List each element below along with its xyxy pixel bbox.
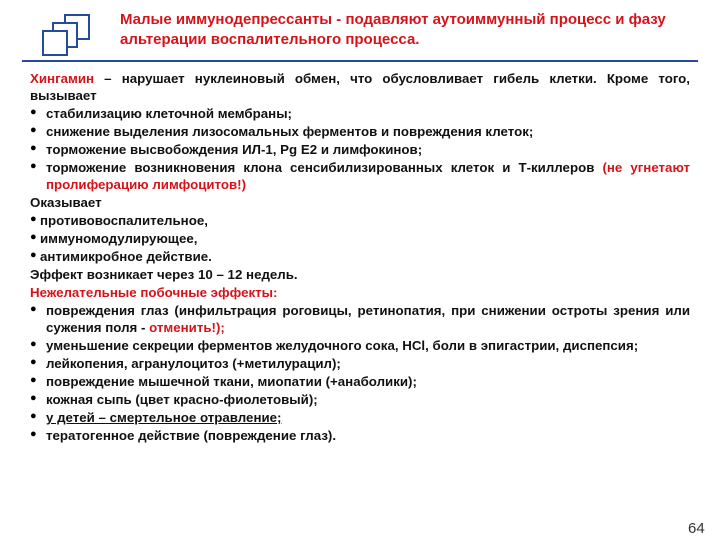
effect-item: противовоспалительное,: [30, 212, 690, 229]
cause-item: снижение выделения лизосомальных фермент…: [30, 123, 690, 140]
effect-text: противовоспалительное,: [40, 213, 208, 228]
slide-title: Малые иммунодепрессанты - подавляют ауто…: [120, 10, 690, 49]
side-text: кожная сыпь (цвет красно-фиолетовый);: [46, 392, 318, 407]
side-text-red: отменить!);: [149, 320, 225, 335]
side-text: уменьшение секреции ферментов желудочног…: [46, 338, 638, 353]
effect-item: иммуномодулирующее,: [30, 230, 690, 247]
effect-text: антимикробное действие.: [40, 249, 212, 264]
side-effects-title: Нежелательные побочные эффекты:: [30, 284, 690, 301]
side-item: повреждения глаз (инфильтрация роговицы,…: [30, 302, 690, 336]
drug-name: Хингамин: [30, 71, 94, 86]
cause-text-lead: торможение возникновения клона сенсибили…: [46, 160, 602, 175]
side-item: кожная сыпь (цвет красно-фиолетовый);: [30, 391, 690, 408]
effect-text: иммуномодулирующее,: [40, 231, 198, 246]
side-text: у детей – смертельное отравление;: [46, 410, 281, 425]
divider: [22, 60, 698, 62]
intro-rest: – нарушает нуклеиновый обмен, что обусло…: [30, 71, 690, 103]
cause-text: снижение выделения лизосомальных фермент…: [46, 124, 533, 139]
logo-squares: [42, 14, 98, 56]
side-text: повреждение мышечной ткани, миопатии (+а…: [46, 374, 417, 389]
okazyvaet-line: Оказывает: [30, 194, 690, 211]
side-item: повреждение мышечной ткани, миопатии (+а…: [30, 373, 690, 390]
effect-item: антимикробное действие.: [30, 248, 690, 265]
side-text-lead: повреждения глаз (инфильтрация роговицы,…: [46, 303, 690, 335]
cause-item: торможение высвобождения ИЛ-1, Pg E2 и л…: [30, 141, 690, 158]
side-item: у детей – смертельное отравление;: [30, 409, 690, 426]
cause-text: стабилизацию клеточной мембраны;: [46, 106, 292, 121]
intro-line: Хингамин – нарушает нуклеиновый обмен, ч…: [30, 70, 690, 104]
side-text: лейкопения, агранулоцитоз (+метилурацил)…: [46, 356, 341, 371]
page-number: 64: [688, 521, 700, 536]
logo-square-icon: [42, 30, 68, 56]
cause-text: торможение высвобождения ИЛ-1, Pg E2 и л…: [46, 142, 422, 157]
slide: Малые иммунодепрессанты - подавляют ауто…: [0, 0, 720, 540]
onset-line: Эффект возникает через 10 – 12 недель.: [30, 266, 690, 283]
cause-item: торможение возникновения клона сенсибили…: [30, 159, 690, 193]
cause-item: стабилизацию клеточной мембраны;: [30, 105, 690, 122]
side-text: тератогенное действие (повреждение глаз)…: [46, 428, 336, 443]
side-item: уменьшение секреции ферментов желудочног…: [30, 337, 690, 354]
side-item: лейкопения, агранулоцитоз (+метилурацил)…: [30, 355, 690, 372]
slide-body: Хингамин – нарушает нуклеиновый обмен, ч…: [30, 70, 690, 445]
side-item: тератогенное действие (повреждение глаз)…: [30, 427, 690, 444]
